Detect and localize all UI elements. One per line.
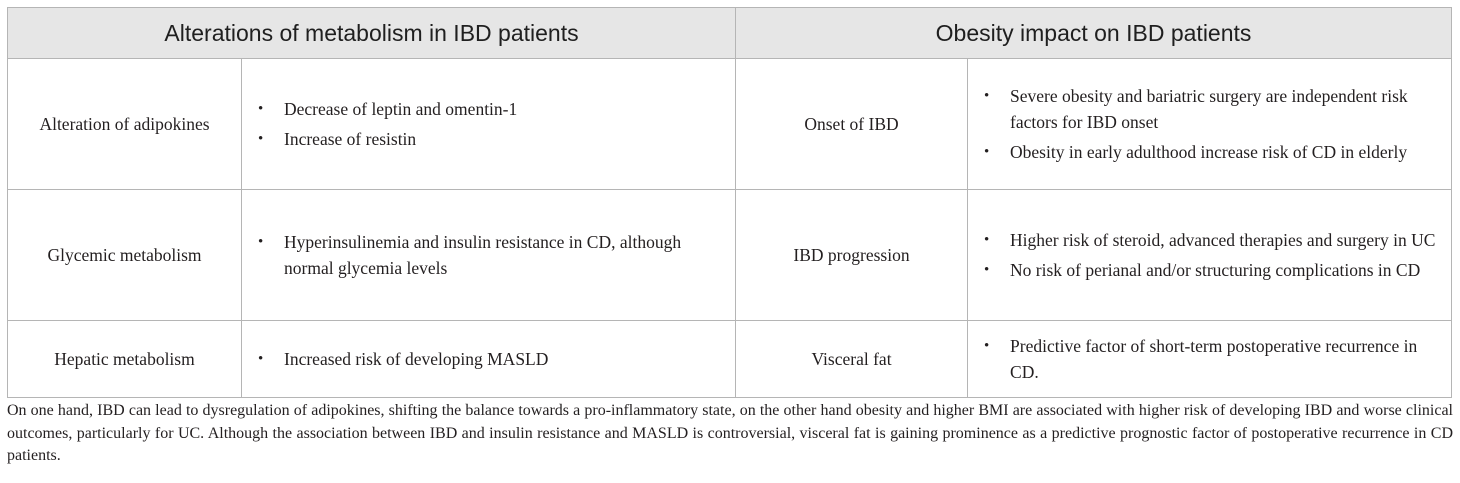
bullet-item: Predictive factor of short-term postoper… — [984, 333, 1439, 385]
bullet-item: Increase of resistin — [258, 126, 723, 152]
bullet-item: Increased risk of developing MASLD — [258, 346, 723, 372]
header-obesity: Obesity impact on IBD patients — [735, 7, 1453, 59]
row-label: Hepatic metabolism — [7, 320, 242, 398]
bullet-list: Predictive factor of short-term postoper… — [984, 333, 1439, 385]
bullet-item: Decrease of leptin and omentin-1 — [258, 96, 723, 122]
row-label: Visceral fat — [735, 320, 969, 398]
bullet-cell: Hyperinsulinemia and insulin resistance … — [240, 189, 737, 321]
bullet-list: Severe obesity and bariatric surgery are… — [984, 83, 1439, 165]
header-row: Alterations of metabolism in IBD patient… — [6, 7, 1453, 59]
summary-table: Alterations of metabolism in IBD patient… — [6, 7, 1453, 398]
header-metabolism: Alterations of metabolism in IBD patient… — [6, 7, 737, 59]
bullet-item: Severe obesity and bariatric surgery are… — [984, 83, 1439, 135]
row-label: IBD progression — [735, 189, 969, 321]
row-label: Alteration of adipokines — [7, 58, 242, 190]
bullet-list: Decrease of leptin and omentin-1 Increas… — [258, 96, 723, 152]
bullet-cell: Increased risk of developing MASLD — [240, 320, 737, 398]
bullet-cell: Predictive factor of short-term postoper… — [967, 320, 1453, 398]
bullet-item: Higher risk of steroid, advanced therapi… — [984, 227, 1439, 253]
table-row: Glycemic metabolism Hyperinsulinemia and… — [7, 189, 1453, 321]
bullet-list: Hyperinsulinemia and insulin resistance … — [258, 229, 723, 281]
table-row: Hepatic metabolism Increased risk of dev… — [7, 320, 1453, 398]
bullet-cell: Higher risk of steroid, advanced therapi… — [967, 189, 1453, 321]
bullet-list: Higher risk of steroid, advanced therapi… — [984, 227, 1439, 283]
bullet-list: Increased risk of developing MASLD — [258, 346, 723, 372]
bullet-cell: Severe obesity and bariatric surgery are… — [967, 58, 1453, 190]
row-label: Glycemic metabolism — [7, 189, 242, 321]
table-row: Alteration of adipokines Decrease of lep… — [7, 58, 1453, 190]
bullet-item: Obesity in early adulthood increase risk… — [984, 139, 1439, 165]
bullet-cell: Decrease of leptin and omentin-1 Increas… — [240, 58, 737, 190]
row-label: Onset of IBD — [735, 58, 969, 190]
table-footnote: On one hand, IBD can lead to dysregulati… — [7, 402, 1453, 464]
bullet-item: No risk of perianal and/or structuring c… — [984, 257, 1439, 283]
bullet-item: Hyperinsulinemia and insulin resistance … — [258, 229, 723, 281]
